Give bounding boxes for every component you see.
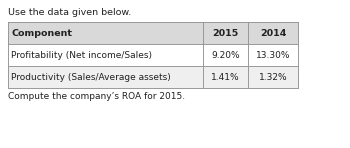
Text: 1.32%: 1.32% <box>259 73 287 82</box>
Text: 2014: 2014 <box>260 29 286 37</box>
Bar <box>8 22 298 44</box>
Text: 13.30%: 13.30% <box>256 50 290 59</box>
Text: 1.41%: 1.41% <box>211 73 240 82</box>
Bar <box>8 44 298 66</box>
Text: Compute the company’s ROA for 2015.: Compute the company’s ROA for 2015. <box>8 92 185 101</box>
Bar <box>8 66 298 88</box>
Text: Component: Component <box>11 29 72 37</box>
Text: Profitability (Net income/Sales): Profitability (Net income/Sales) <box>11 50 152 59</box>
Text: Productivity (Sales/Average assets): Productivity (Sales/Average assets) <box>11 73 171 82</box>
Text: Use the data given below.: Use the data given below. <box>8 8 131 17</box>
Text: 2015: 2015 <box>212 29 239 37</box>
Text: 9.20%: 9.20% <box>211 50 240 59</box>
